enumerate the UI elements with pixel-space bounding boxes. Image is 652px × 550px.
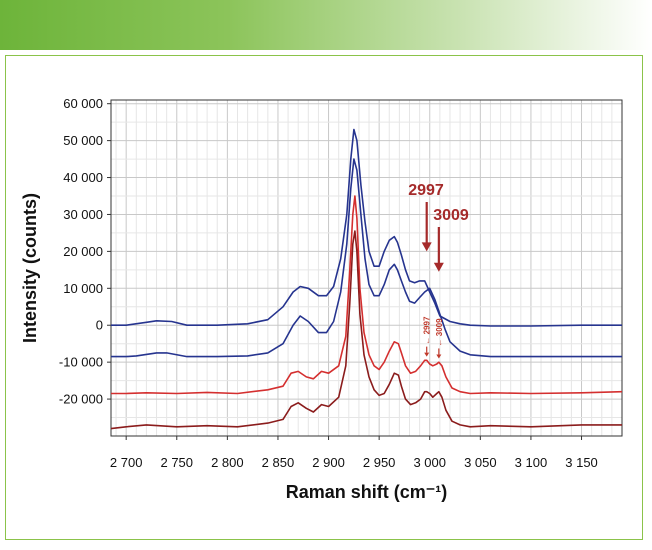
x-tick-label: 2 700 bbox=[110, 455, 143, 470]
y-tick-label: 50 000 bbox=[63, 133, 103, 148]
plot-area bbox=[110, 99, 623, 437]
x-tick-label: 3 050 bbox=[464, 455, 497, 470]
y-tick-label: 30 000 bbox=[63, 207, 103, 222]
x-tick-label: 3 000 bbox=[413, 455, 446, 470]
y-tick-label: 60 000 bbox=[63, 96, 103, 111]
header-banner bbox=[0, 0, 652, 50]
series-line-4 bbox=[110, 230, 622, 430]
y-tick-label: -10 000 bbox=[59, 355, 103, 370]
y-tick-label: 0 bbox=[96, 318, 103, 333]
annotation-arrow-head bbox=[436, 354, 442, 359]
annotation-label-small-3009: ← 3009 bbox=[435, 318, 444, 347]
grid bbox=[111, 100, 623, 437]
annotation-arrow-head bbox=[433, 262, 444, 272]
x-tick-label: 2 900 bbox=[312, 455, 345, 470]
y-tick-label: 40 000 bbox=[63, 170, 103, 185]
y-tick-label: 20 000 bbox=[63, 244, 103, 259]
x-tick-label: 2 950 bbox=[363, 455, 396, 470]
annotation-arrow-head bbox=[421, 242, 432, 252]
series-line-3 bbox=[111, 195, 623, 395]
y-axis-ticks: 60 000 50 000 40 000 30 000 20 000 10 000 0 -10… bbox=[59, 96, 111, 407]
y-axis-label: Intensity (counts) bbox=[20, 193, 40, 343]
x-axis-label: Raman shift (cm⁻¹) bbox=[286, 482, 448, 502]
annotation-label-2997: 2997 bbox=[408, 182, 444, 199]
annotation-label-3009: 3009 bbox=[433, 207, 469, 224]
x-tick-label: 3 100 bbox=[515, 455, 548, 470]
series-line-1 bbox=[111, 128, 622, 327]
x-tick-label: 2 800 bbox=[211, 455, 244, 470]
chart-frame bbox=[5, 55, 643, 540]
x-axis-ticks: 2 700 2 750 2 800 2 850 2 900 2 950 3 000 3 050… bbox=[110, 436, 598, 470]
annotation-arrow-head bbox=[424, 352, 430, 357]
series-line-2 bbox=[111, 158, 622, 358]
x-tick-label: 2 850 bbox=[262, 455, 295, 470]
y-tick-label: 10 000 bbox=[63, 281, 103, 296]
annotation-label-small-2997: ← 2997 bbox=[423, 316, 432, 345]
peak-annotations: 2997 3009 ← 2997 ← 3009 bbox=[408, 182, 469, 359]
x-tick-label: 3 150 bbox=[565, 455, 598, 470]
x-tick-label: 2 750 bbox=[160, 455, 193, 470]
series-lines bbox=[110, 128, 623, 430]
y-tick-label: -20 000 bbox=[59, 392, 103, 407]
